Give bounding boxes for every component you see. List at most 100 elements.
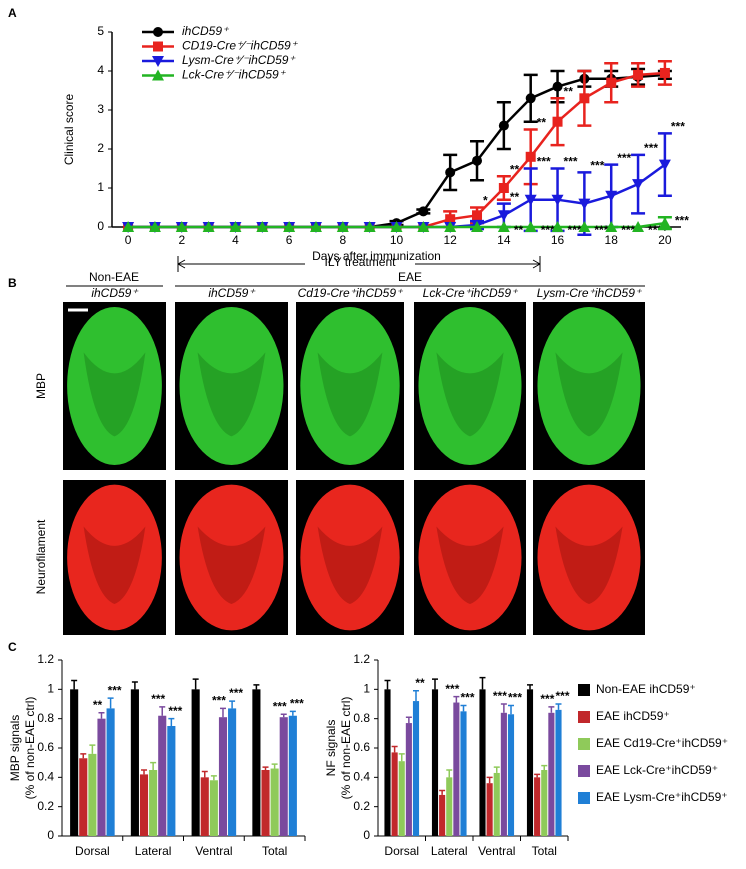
bar [479,689,486,836]
marker [153,41,163,52]
marker [202,221,215,232]
y-axis-label: MBP signals [8,715,22,781]
marker [497,221,510,232]
y-tick-label: 0.8 [353,711,370,725]
bar [460,711,467,836]
y-tick-label: 0.4 [353,770,370,784]
error-bar [131,681,138,690]
gray-matter [83,352,146,437]
significance: ** [537,116,547,130]
error-bar [150,761,157,770]
marker [525,93,536,104]
significance: *** [590,159,604,173]
x-tick-label: 16 [551,233,565,247]
marker [445,167,456,178]
marker [632,179,645,191]
column-label: ihCD59⁺ [91,286,139,300]
significance: *** [493,689,507,703]
marker [418,206,429,217]
marker [472,210,483,221]
error-bar [253,684,260,690]
x-tick-label: Lateral [135,844,172,858]
significance: *** [621,223,635,237]
bar [106,708,115,836]
error-bar [460,704,467,712]
bar [149,770,158,836]
bar [486,783,493,836]
significance: *** [151,692,165,706]
marker [605,221,618,232]
error-bar [508,704,514,715]
bar [158,715,167,836]
error-bar [289,710,296,716]
error-bar [391,745,398,753]
significance: *** [675,213,689,227]
bar [384,689,391,836]
treatment-arrow [177,256,541,272]
marker [471,221,484,232]
error-bar [159,706,166,716]
y-tick-label: 3 [97,102,104,116]
y-tick-label: 0.6 [37,740,54,754]
error-bar [201,770,208,778]
bar [218,717,228,836]
bar [70,689,79,836]
marker [148,221,161,232]
bar [209,780,218,836]
bar [446,777,453,836]
gray-matter [317,352,383,437]
marker [309,221,322,232]
error-bar [500,703,507,713]
y-tick-label: 0 [363,828,370,842]
bar [167,726,176,836]
marker [497,210,510,222]
significance: *** [594,223,608,237]
error-bar [555,703,562,710]
marker [390,221,403,232]
x-tick-label: 2 [178,233,185,247]
column-label: ihCD59⁺ [208,286,256,300]
marker [605,190,618,202]
significance: *** [555,689,569,703]
y-tick-label: 0 [47,828,54,842]
x-axis-label: Days after immunization [312,249,441,263]
marker [417,221,430,232]
marker [152,56,164,67]
bar [261,770,270,836]
legend-swatch [578,738,590,750]
significance: *** [537,155,551,169]
marker [444,221,457,232]
marker [658,159,671,171]
significance: *** [671,120,685,134]
gray-matter [555,526,623,604]
y-tick-label: 0.2 [353,799,370,813]
error-bar [98,712,105,719]
bar [439,794,446,836]
legend-swatch [578,684,590,696]
error-bar [413,690,419,702]
error-bar [71,679,78,690]
marker [524,194,537,206]
marker [578,221,591,232]
bar [500,712,507,836]
y-tick-label: 0 [97,219,104,233]
marker [336,221,349,232]
error-bar [80,753,87,759]
significance: ** [93,698,103,712]
y-axis-label: (% of non-EAE ctrl) [23,697,37,800]
gray-matter [436,352,504,437]
error-bar [89,744,96,754]
column-label: Lysm-Cre⁺ihCD59⁺ [537,286,643,300]
error-bar [534,773,541,778]
legend-label: EAE ihCD59⁺ [596,709,670,723]
y-axis-label: (% of non-EAE ctrl) [339,697,353,800]
y-tick-label: 1.2 [353,652,370,666]
row-label: Neurofilament [34,519,48,594]
gray-matter [555,352,623,437]
legend-swatch [578,765,590,777]
x-tick-label: Ventral [478,844,515,858]
error-bar [479,676,486,690]
group-label: Non-EAE [89,270,139,284]
error-bar [527,684,533,690]
bar [405,723,412,836]
